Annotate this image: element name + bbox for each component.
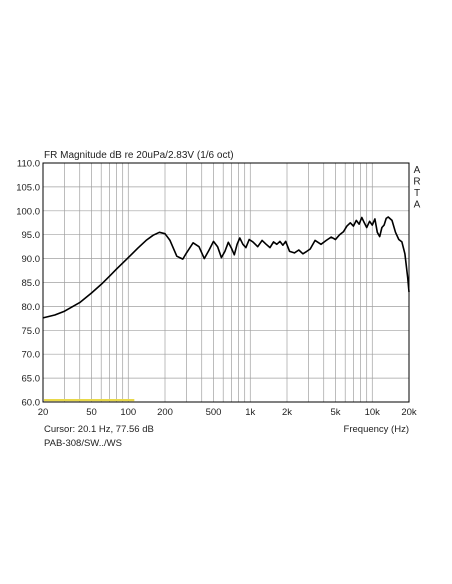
x-tick-label: 2k xyxy=(282,407,292,418)
y-tick-label: 60.0 xyxy=(22,398,41,409)
cursor-readout: Cursor: 20.1 Hz, 77.56 dB xyxy=(44,424,154,435)
x-tick-label: 100 xyxy=(120,407,136,418)
x-tick-label: 500 xyxy=(206,407,222,418)
plot-frame xyxy=(42,162,410,403)
x-tick-label: 20k xyxy=(401,407,417,418)
y-tick-labels: 110.0 105.0 100.0 95.0 90.0 85.0 80.0 75.0 70.0 6… xyxy=(16,159,40,409)
y-tick-label: 105.0 xyxy=(16,182,40,193)
y-tick-label: 65.0 xyxy=(22,374,41,385)
x-axis-label: Frequency (Hz) xyxy=(344,424,409,435)
horizontal-grid xyxy=(43,186,409,379)
y-tick-label: 70.0 xyxy=(22,350,41,361)
chart-title: FR Magnitude dB re 20uPa/2.83V (1/6 oct) xyxy=(44,150,234,161)
y-tick-label: 90.0 xyxy=(22,254,41,265)
x-tick-label: 10k xyxy=(365,407,381,418)
y-tick-label: 95.0 xyxy=(22,230,41,241)
y-tick-label: 85.0 xyxy=(22,278,41,289)
side-label-letter: A xyxy=(414,165,421,176)
yellow-floor-marker xyxy=(44,399,135,402)
y-tick-label: 80.0 xyxy=(22,302,41,313)
response-curve xyxy=(42,216,410,319)
footer-label: PAB-308/SW../WS xyxy=(44,438,122,449)
x-tick-label: 200 xyxy=(157,407,173,418)
x-tick-label: 50 xyxy=(86,407,97,418)
side-label-letter: A xyxy=(414,200,421,211)
side-label-letter: R xyxy=(413,177,420,188)
x-tick-label: 1k xyxy=(245,407,255,418)
y-tick-label: 100.0 xyxy=(16,206,40,217)
y-tick-label: 75.0 xyxy=(22,326,41,337)
x-tick-label: 5k xyxy=(331,407,341,418)
y-tick-label: 110.0 xyxy=(17,159,40,170)
x-tick-labels: 20 50 100 200 500 1k 2k 5k 10k 20k xyxy=(38,407,417,418)
side-label-letter: T xyxy=(414,188,420,199)
x-tick-label: 20 xyxy=(38,407,49,418)
